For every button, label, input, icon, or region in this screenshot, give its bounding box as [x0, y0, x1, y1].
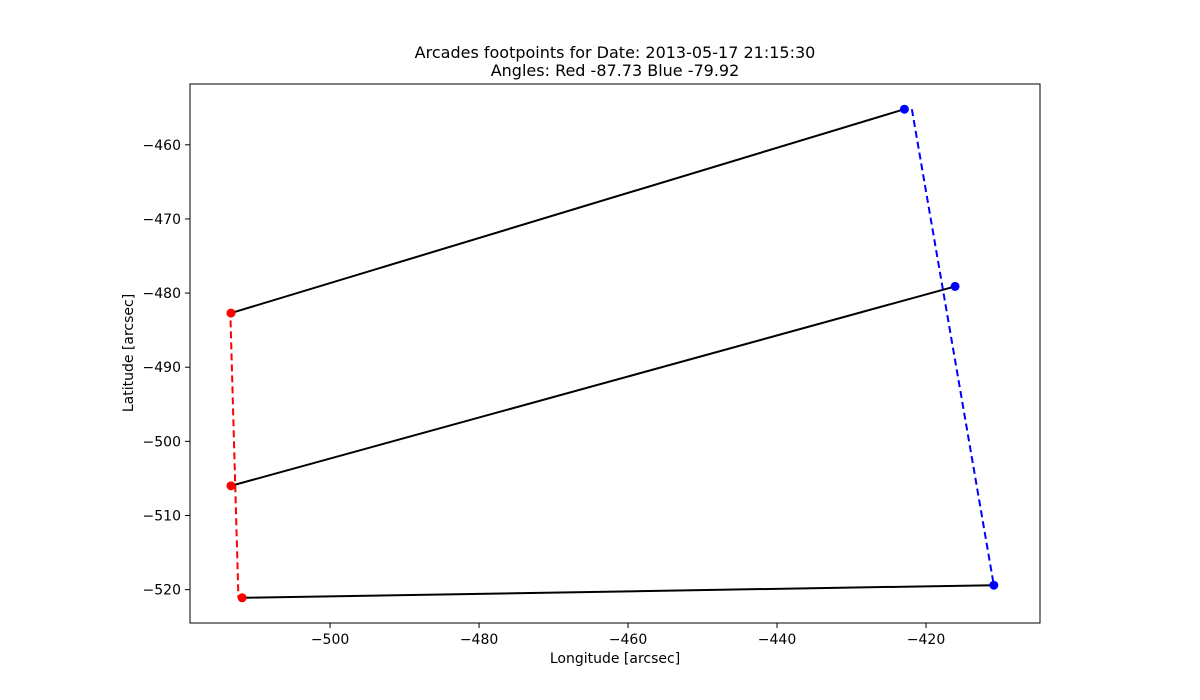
y-tick-label: −510 [143, 508, 181, 524]
x-tick-label: −460 [609, 632, 647, 648]
red-footpoint-1 [226, 308, 236, 318]
y-tick-label: −460 [143, 138, 181, 154]
blue-footpoint-3 [989, 580, 999, 590]
axes-frame [189, 83, 1041, 624]
x-tick-label: −480 [460, 632, 498, 648]
arcade-line-1 [230, 108, 905, 315]
blue-footpoint-1 [899, 104, 909, 114]
x-axis-label: Longitude [arcsec] [550, 651, 680, 667]
x-tick-label: −420 [907, 632, 945, 648]
blue-dashed-line [910, 109, 995, 586]
arcade-line-2 [230, 285, 956, 487]
red-footpoint-3 [237, 593, 247, 603]
arcade-line-3 [242, 584, 994, 599]
chart-title-line2: Angles: Red -87.73 Blue -79.92 [491, 61, 740, 80]
red-footpoint-2 [226, 481, 236, 491]
x-tick-label: −440 [758, 632, 796, 648]
red-dashed-line [229, 309, 240, 598]
plot-area [226, 104, 999, 603]
blue-footpoint-2 [950, 281, 960, 291]
axis-ticks: −500 −480 −460 −440 −420 −460 −470 −480 −490 −500… [143, 138, 946, 648]
y-tick-label: −490 [143, 360, 181, 376]
y-tick-label: −480 [143, 286, 181, 302]
x-tick-label: −500 [311, 632, 349, 648]
y-tick-label: −470 [143, 212, 181, 228]
y-tick-label: −520 [143, 583, 181, 599]
y-axis-label: Latitude [arcsec] [121, 294, 137, 412]
chart-title-line1: Arcades footpoints for Date: 2013-05-17 … [415, 43, 816, 62]
y-tick-label: −500 [143, 434, 181, 450]
